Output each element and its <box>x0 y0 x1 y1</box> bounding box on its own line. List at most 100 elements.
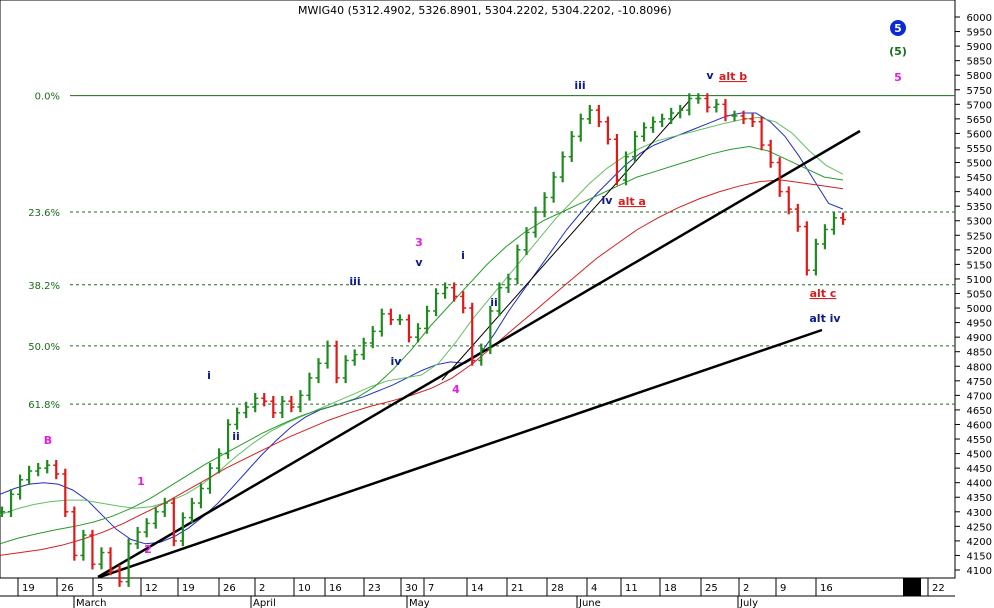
x-tick-label: 2 <box>259 583 265 594</box>
y-tick-label: 6000 <box>967 13 992 24</box>
moving-average-3 <box>0 145 844 545</box>
x-tick-label: 19 <box>182 583 195 594</box>
wave-label-2: 2 <box>144 543 152 556</box>
wave-label-1: 1 <box>137 475 145 488</box>
x-tick-label: 4 <box>591 583 597 594</box>
y-tick-label: 5250 <box>967 231 992 242</box>
y-tick-label: 5200 <box>967 246 992 257</box>
y-tick-label: 5300 <box>967 217 992 228</box>
moving-average-1 <box>0 112 844 545</box>
wave-label-21: 5 <box>894 22 902 35</box>
wave-label-10: ii <box>490 296 498 309</box>
y-tick-label: 4900 <box>967 333 992 344</box>
fib-label-2: 38.2% <box>28 281 60 292</box>
wave-label-19: (5) <box>889 45 907 58</box>
y-tick-label: 4100 <box>967 566 992 577</box>
y-tick-label: 4850 <box>967 348 992 359</box>
y-tick-label: 4400 <box>967 479 992 490</box>
moving-average-4 <box>0 179 844 556</box>
x-tick-label: 11 <box>625 583 638 594</box>
month-label: July <box>739 598 758 608</box>
y-tick-label: 4650 <box>967 406 992 417</box>
x-tick-label: 16 <box>329 583 342 594</box>
y-tick-label: 5050 <box>967 290 992 301</box>
y-tick-label: 4750 <box>967 377 992 388</box>
wave-label-15: v <box>706 69 714 82</box>
x-tick-label: 10 <box>298 583 311 594</box>
y-tick-label: 4250 <box>967 522 992 533</box>
wave-label-14: alt a <box>618 195 646 208</box>
y-tick-label: 4700 <box>967 391 992 402</box>
x-tick-label: 2 <box>743 583 749 594</box>
wave-label-20: 5 <box>894 71 902 84</box>
x-tick-label: 14 <box>471 583 484 594</box>
moving-average-2 <box>0 116 844 516</box>
wave-label-13: iv <box>602 194 614 207</box>
y-tick-label: 5850 <box>967 57 992 68</box>
x-tick-label: 18 <box>664 583 677 594</box>
y-tick-label: 4600 <box>967 420 992 431</box>
fib-label-1: 23.6% <box>28 208 60 219</box>
wave-label-16: alt b <box>719 70 747 83</box>
y-tick-label: 5400 <box>967 188 992 199</box>
month-label: June <box>578 598 601 608</box>
fib-label-0: 0.0% <box>35 92 60 103</box>
x-tick-label: 30 <box>405 583 418 594</box>
trend-line-lower <box>99 328 823 579</box>
y-tick-label: 5500 <box>967 159 992 170</box>
y-tick-label: 5450 <box>967 173 992 184</box>
wave-label-7: 3 <box>415 236 423 249</box>
fib-label-3: 50.0% <box>28 342 60 353</box>
wave-label-18: alt iv <box>809 312 841 325</box>
y-tick-label: 4500 <box>967 450 992 461</box>
wave-label-11: 4 <box>452 383 460 396</box>
wave-label-5: iii <box>349 275 360 288</box>
y-tick-label: 4800 <box>967 362 992 373</box>
x-tick-label: 16 <box>820 583 833 594</box>
y-tick-label: 5900 <box>967 42 992 53</box>
y-tick-label: 4550 <box>967 435 992 446</box>
y-tick-label: 4450 <box>967 464 992 475</box>
month-label: March <box>76 598 106 608</box>
x-tick-label: 9 <box>780 583 786 594</box>
y-tick-label: 5150 <box>967 260 992 271</box>
x-tick-label: 21 <box>511 583 524 594</box>
fib-label-4: 61.8% <box>28 400 60 411</box>
y-tick-label: 5700 <box>967 100 992 111</box>
y-tick-label: 4200 <box>967 537 992 548</box>
y-tick-label: 5600 <box>967 129 992 140</box>
wave-label-6: iv <box>391 355 403 368</box>
x-tick-label: 25 <box>705 583 718 594</box>
wave-label-0: B <box>44 434 52 447</box>
wave-5-badge <box>890 20 906 36</box>
y-tick-label: 4300 <box>967 508 992 519</box>
y-tick-label: 5950 <box>967 28 992 39</box>
x-axis-marker <box>903 578 921 596</box>
x-tick-label: 5 <box>97 583 103 594</box>
chart-title: MWIG40 (5312.4902, 5326.8901, 5304.2202,… <box>298 4 672 17</box>
wave-label-9: i <box>461 249 465 262</box>
y-tick-label: 4950 <box>967 319 992 330</box>
y-tick-label: 4150 <box>967 551 992 562</box>
y-tick-label: 5800 <box>967 71 992 82</box>
x-tick-label: 28 <box>551 583 564 594</box>
y-tick-label: 5750 <box>967 86 992 97</box>
x-tick-label: 22 <box>932 583 945 594</box>
month-label: May <box>409 598 430 608</box>
month-label: April <box>253 598 276 608</box>
x-tick-label: 26 <box>223 583 236 594</box>
y-tick-label: 5350 <box>967 202 992 213</box>
y-tick-label: 5000 <box>967 304 992 315</box>
y-tick-label: 5100 <box>967 275 992 286</box>
trend-line-thin <box>441 99 691 381</box>
plot-frame <box>0 0 956 579</box>
x-tick-label: 26 <box>61 583 74 594</box>
wave-label-3: i <box>207 369 211 382</box>
y-tick-label: 4350 <box>967 493 992 504</box>
trend-line-upper <box>97 129 861 579</box>
wave-label-8: v <box>415 256 423 269</box>
x-tick-label: 7 <box>428 583 434 594</box>
y-tick-label: 5650 <box>967 115 992 126</box>
x-tick-label: 19 <box>22 583 35 594</box>
